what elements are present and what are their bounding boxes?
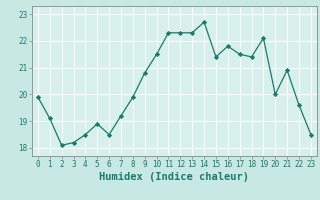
X-axis label: Humidex (Indice chaleur): Humidex (Indice chaleur) (100, 172, 249, 182)
